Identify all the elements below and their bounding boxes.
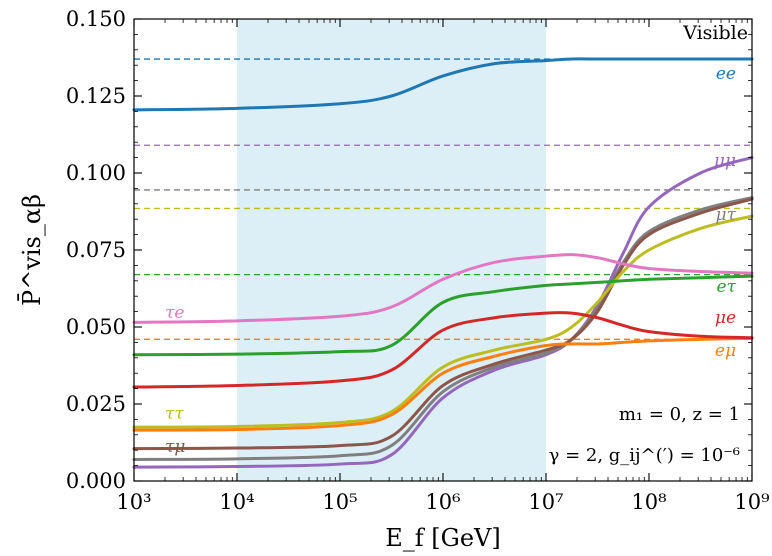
x-tick-label: 10⁸ [631, 490, 666, 514]
y-tick-label: 0.075 [66, 238, 126, 262]
labels-layer: Visible ee μμ μτ τμ ττ eμ μe eτ τe m₁ = 0, z = 1 γ … [165, 22, 748, 466]
x-tick-label: 10⁹ [734, 490, 769, 514]
y-tick-label: 0.100 [66, 161, 126, 185]
annotation-mass: m₁ = 0, z = 1 [619, 404, 740, 425]
series-label-2: μτ [716, 205, 737, 225]
x-axis-title: E_f [GeV] [385, 524, 500, 552]
series-label-0: ee [716, 64, 736, 84]
series-label-8: τe [165, 303, 184, 323]
series-line-4 [132, 214, 754, 429]
x-tick-label: 10³ [116, 490, 151, 514]
y-tick-label: 0.150 [66, 7, 126, 31]
series-line-0 [132, 57, 754, 112]
corner-label: Visible [682, 22, 748, 44]
y-tick-label: 0.050 [66, 315, 126, 339]
annotation-gamma: γ = 2, g_ij^(′) = 10⁻⁶ [549, 445, 740, 466]
series-line-1 [132, 156, 754, 469]
series-label-1: μμ [714, 151, 736, 171]
series-line-2 [132, 196, 754, 461]
y-tick-label: 0.000 [66, 469, 126, 493]
series-line-7 [132, 274, 754, 357]
series-line-5 [132, 336, 754, 432]
y-axis-title: P̄^vis_αβ [18, 194, 46, 306]
series-label-3: τμ [165, 437, 185, 457]
x-tick-label: 10⁶ [425, 490, 460, 514]
series-label-6: μe [715, 308, 736, 328]
x-tick-label: 10⁵ [322, 490, 357, 514]
x-tick-label: 10⁷ [528, 490, 563, 514]
series-line-6 [132, 311, 754, 389]
series-label-5: eμ [715, 341, 736, 361]
y-tick-label: 0.025 [66, 392, 126, 416]
y-tick-label: 0.125 [66, 84, 126, 108]
axes-layer: 10³ 10⁴ 10⁵ 10⁶ 10⁷ 10⁸ 10⁹ 0.000 0.025 0.050 0.07… [18, 7, 770, 552]
series-line-8 [132, 253, 754, 324]
series-label-7: eτ [717, 277, 737, 297]
series-line-3 [132, 197, 754, 451]
x-tick-label: 10⁴ [219, 490, 254, 514]
series-lines-layer [132, 57, 754, 469]
series-label-4: ττ [165, 404, 184, 424]
